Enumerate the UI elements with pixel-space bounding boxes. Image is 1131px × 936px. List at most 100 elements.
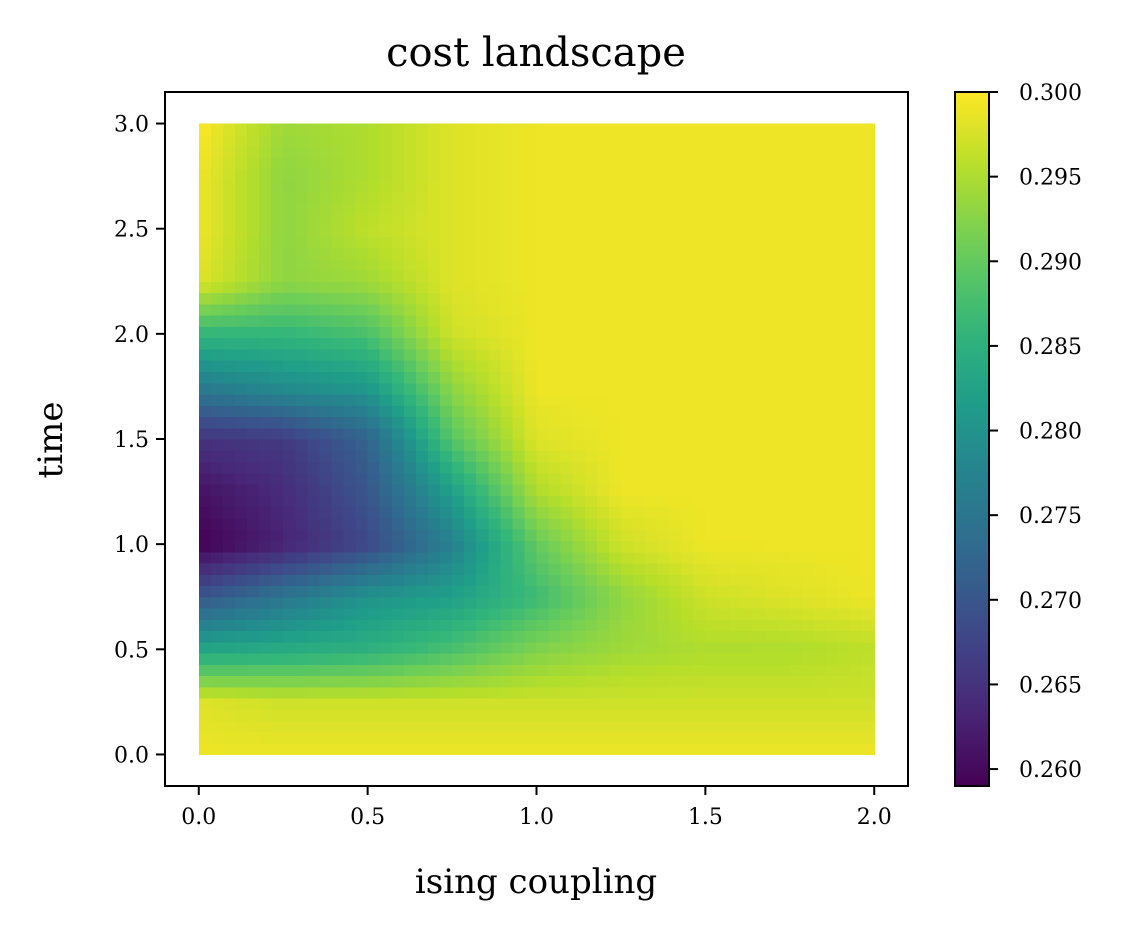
heatmap-cell [247, 360, 260, 373]
heatmap-cell [295, 630, 308, 643]
heatmap-cell [476, 540, 489, 553]
heatmap-cell [391, 393, 405, 406]
heatmap-cell [813, 439, 827, 451]
heatmap-cell [596, 686, 610, 699]
heatmap-cell [500, 191, 513, 204]
heatmap-cell [705, 382, 719, 395]
heatmap-cell [584, 303, 598, 316]
heatmap-cell [464, 213, 477, 226]
heatmap-cell [862, 348, 875, 361]
heatmap-cell [319, 382, 333, 395]
heatmap-cell [331, 382, 345, 395]
heatmap-cell [813, 461, 827, 474]
heatmap-cell [548, 393, 562, 406]
heatmap-cell [681, 303, 694, 316]
heatmap-cell [777, 292, 791, 305]
heatmap-cell [234, 157, 248, 170]
heatmap-cell [403, 281, 417, 294]
heatmap-cell [705, 607, 719, 620]
heatmap-cell [753, 731, 767, 744]
heatmap-cell [717, 157, 731, 170]
heatmap-cell [620, 551, 634, 564]
heatmap-cell [801, 596, 815, 609]
heatmap-cell [753, 585, 767, 598]
heatmap-cell [657, 281, 670, 294]
heatmap-cell [753, 315, 767, 327]
heatmap-cell [669, 337, 682, 350]
heatmap-cell [440, 416, 453, 429]
heatmap-cell [862, 675, 875, 688]
heatmap-cell [608, 675, 622, 688]
heatmap-cell [705, 393, 719, 406]
heatmap-cell [355, 450, 369, 463]
heatmap-cell [741, 348, 755, 361]
heatmap-cell [391, 427, 405, 440]
heatmap-cell [669, 619, 682, 632]
heatmap-cell [608, 540, 622, 553]
heatmap-cell [415, 123, 429, 136]
heatmap-cell [705, 360, 719, 373]
heatmap-cell [584, 247, 598, 260]
heatmap-cell [777, 427, 791, 440]
heatmap-cell [838, 405, 851, 418]
heatmap-cell [283, 427, 296, 440]
heatmap-cell [560, 472, 574, 485]
heatmap-cell [271, 709, 284, 722]
heatmap-cell [536, 382, 550, 395]
heatmap-cell [693, 484, 706, 496]
heatmap-cell [355, 461, 369, 474]
heatmap-cell [838, 619, 851, 632]
heatmap-cell [319, 731, 333, 744]
heatmap-cell [440, 653, 453, 665]
heatmap-cell [765, 146, 779, 158]
heatmap-cell [536, 315, 550, 327]
heatmap-cell [657, 607, 670, 620]
heatmap-cell [753, 337, 767, 350]
heatmap-cell [657, 675, 670, 688]
heatmap-cell [693, 360, 706, 373]
heatmap-cell [524, 551, 538, 564]
heatmap-cell [524, 686, 538, 699]
heatmap-cell [669, 281, 682, 294]
heatmap-cell [283, 551, 296, 564]
heatmap-cell [343, 258, 357, 271]
heatmap-cell [608, 393, 622, 406]
heatmap-cell [222, 472, 236, 485]
heatmap-cell [452, 630, 465, 643]
heatmap-cell [319, 393, 333, 406]
heatmap-cell [717, 698, 731, 710]
heatmap-cell [693, 619, 706, 632]
heatmap-cell [391, 574, 405, 587]
heatmap-cell [813, 743, 827, 756]
heatmap-cell [620, 393, 634, 406]
heatmap-cell [777, 540, 791, 553]
heatmap-cell [367, 698, 381, 710]
heatmap-cell [681, 585, 694, 598]
heatmap-cell [259, 191, 272, 204]
heatmap-cell [813, 698, 827, 710]
heatmap-cell [729, 585, 743, 598]
heatmap-cell [319, 146, 333, 158]
heatmap-cell [620, 495, 634, 508]
heatmap-cell [789, 179, 803, 192]
heatmap-cell [247, 517, 260, 530]
heatmap-cell [620, 416, 634, 429]
heatmap-cell [331, 517, 345, 530]
heatmap-cell [379, 179, 393, 192]
heatmap-cell [488, 450, 501, 463]
heatmap-cell [247, 427, 260, 440]
heatmap-cell [222, 224, 236, 237]
heatmap-cell [198, 551, 212, 564]
heatmap-cell [705, 326, 719, 339]
heatmap-cell [379, 596, 393, 609]
heatmap-cell [548, 236, 562, 249]
heatmap-cell [717, 653, 731, 665]
heatmap-cell [693, 315, 706, 327]
heatmap-cell [488, 675, 501, 688]
heatmap-cell [234, 168, 248, 181]
heatmap-cell [415, 686, 429, 699]
heatmap-cell [500, 146, 513, 158]
heatmap-cell [632, 664, 646, 677]
heatmap-cell [572, 562, 586, 575]
heatmap-cell [741, 337, 755, 350]
